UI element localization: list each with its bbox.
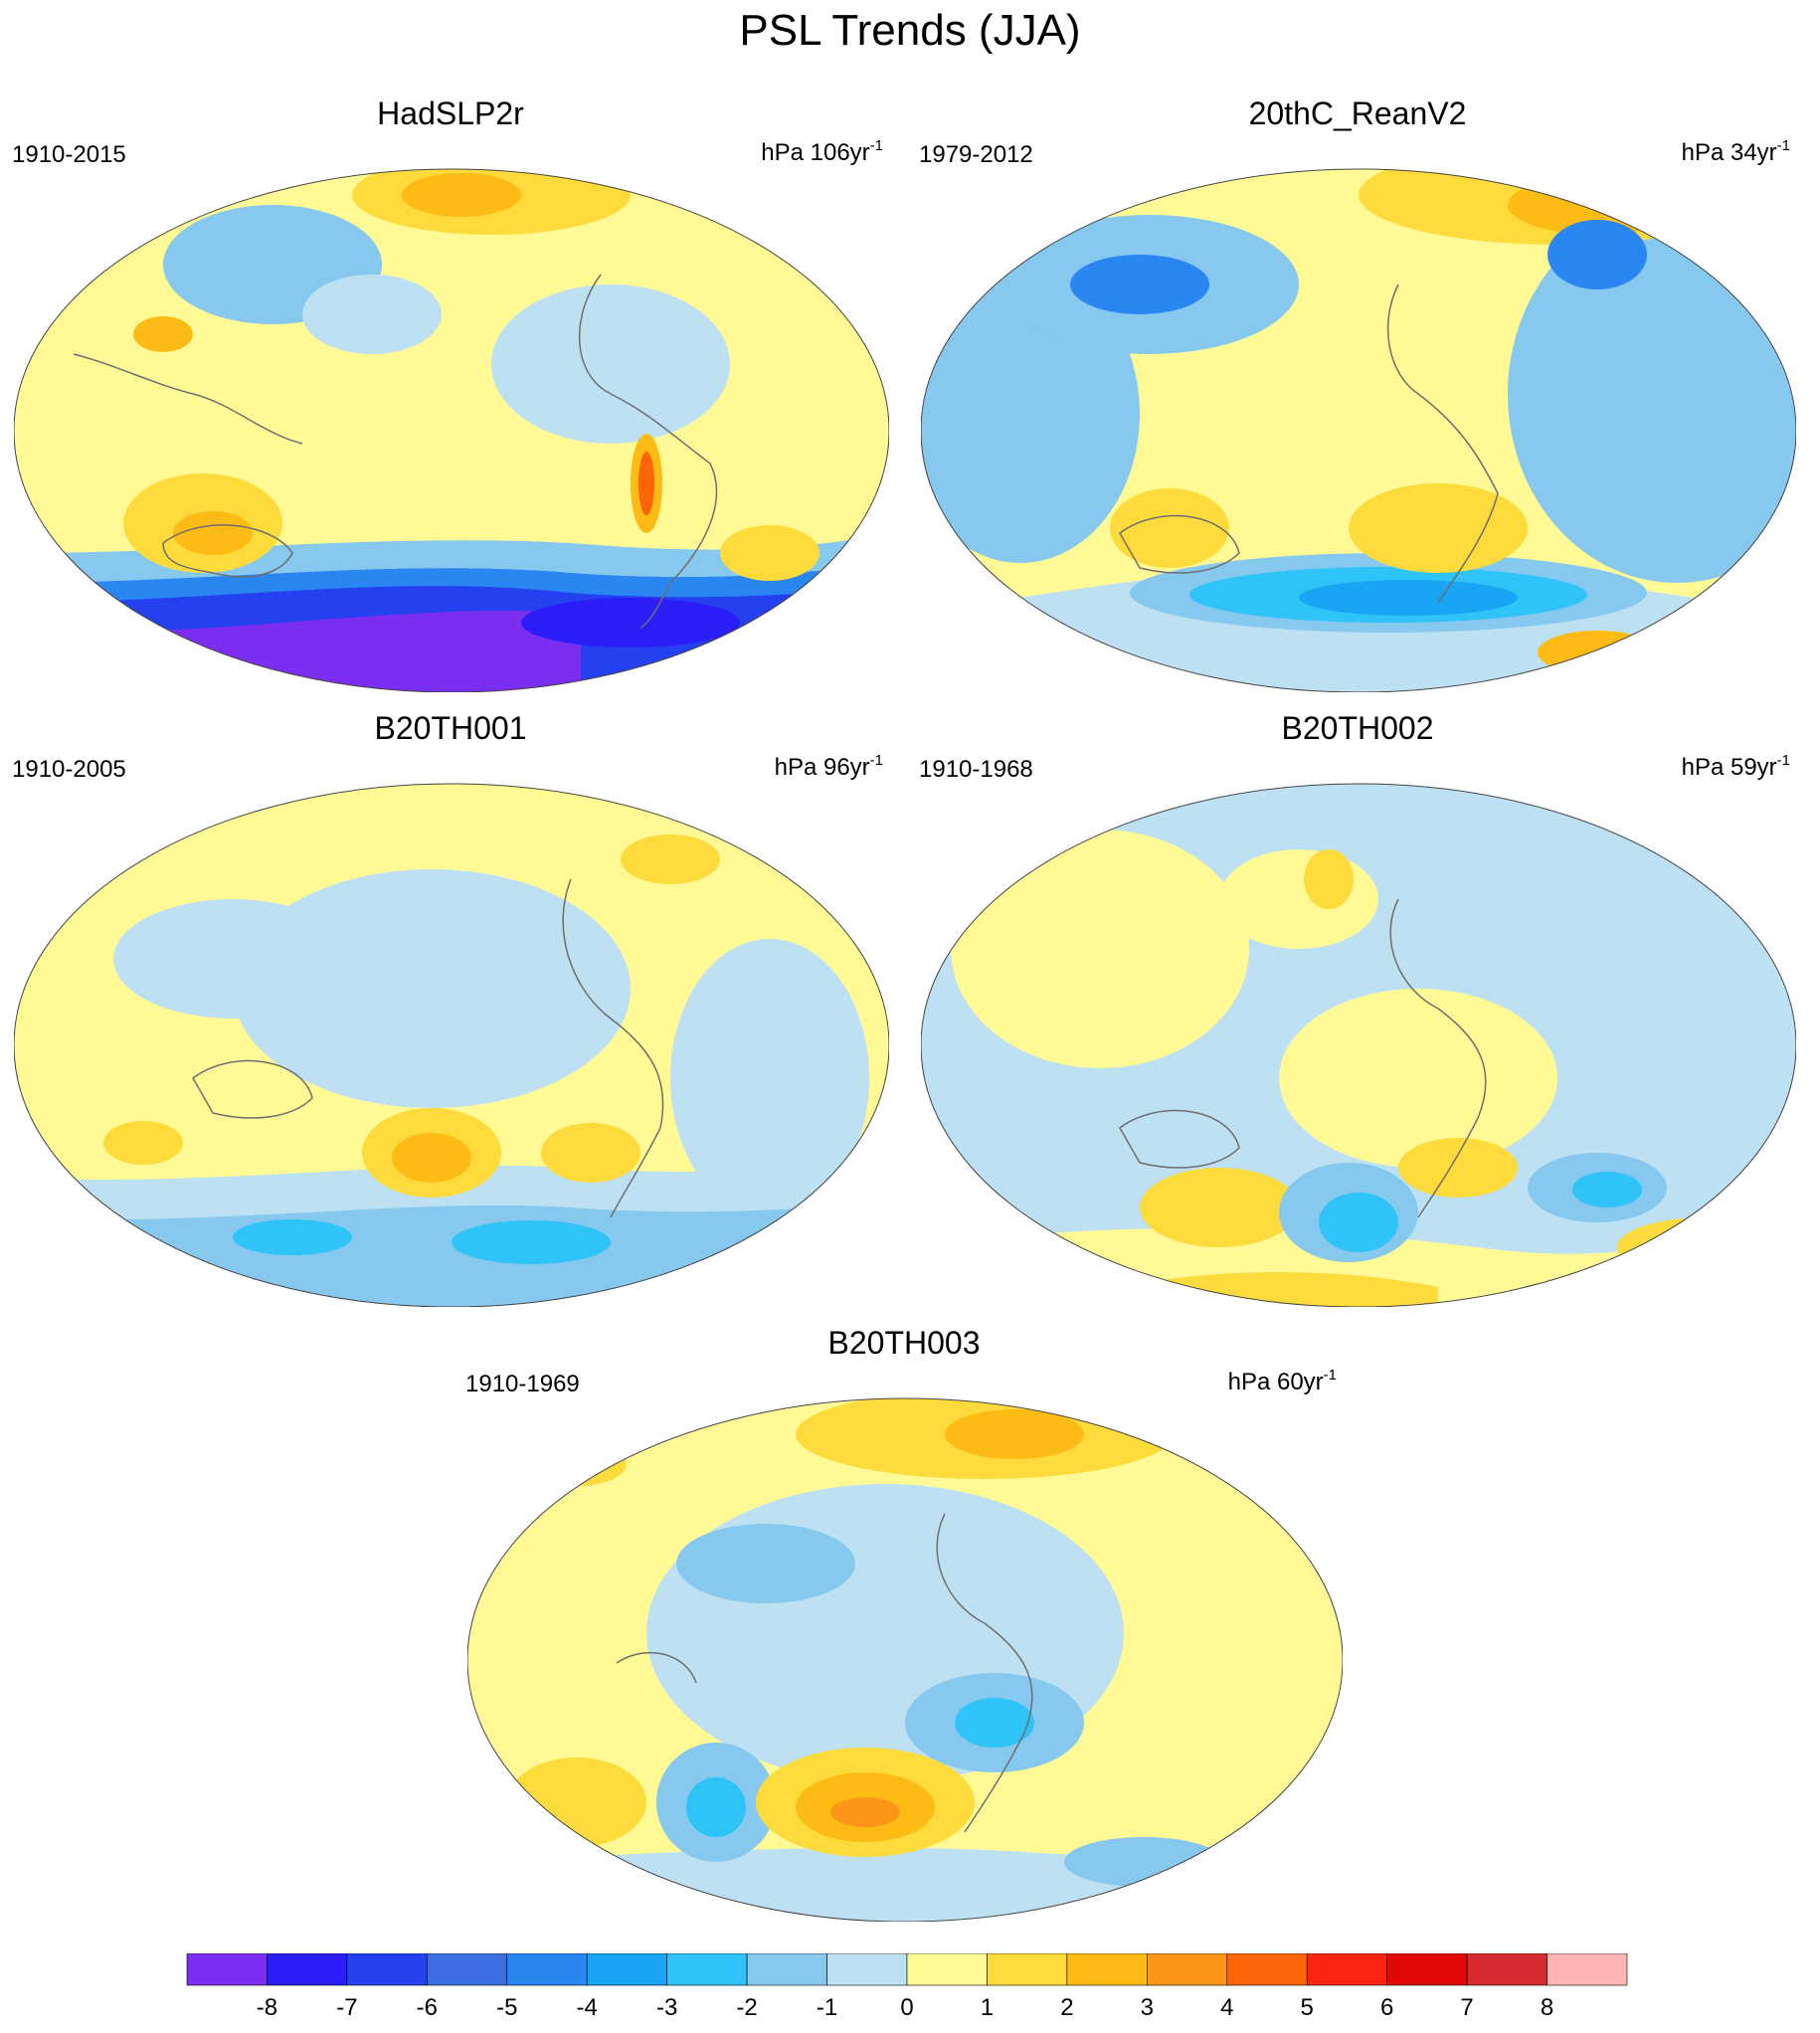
colorbar-label: 5 bbox=[1301, 1994, 1314, 2021]
figure-title: PSL Trends (JJA) bbox=[739, 6, 1081, 55]
panel-title: B20TH003 bbox=[827, 1325, 981, 1361]
colorbar-box bbox=[267, 1953, 348, 1986]
coastlines bbox=[616, 1513, 1033, 1833]
colorbar-box bbox=[586, 1953, 667, 1986]
panel-units: hPa 59yr-1 bbox=[1681, 752, 1790, 781]
colorbar-label: -4 bbox=[577, 1994, 598, 2021]
panel-years: 1910-2005 bbox=[12, 756, 126, 783]
colorbar-label: 1 bbox=[981, 1994, 994, 2021]
colorbar: -8 -7 -6 -5 -4 -3 -2 -1 0 1 2 3 4 5 6 7 8 bbox=[186, 1953, 1628, 2021]
map-b20th002 bbox=[921, 783, 1796, 1307]
colorbar-label: -3 bbox=[656, 1994, 677, 2021]
colorbar-box bbox=[427, 1953, 508, 1986]
panel-units: hPa 106yr-1 bbox=[761, 137, 883, 166]
colorbar-box bbox=[1547, 1953, 1628, 1986]
panel-years: 1910-1968 bbox=[919, 756, 1033, 783]
map-hadslp2r bbox=[14, 168, 889, 692]
panel-title: 20thC_ReanV2 bbox=[1248, 95, 1467, 131]
panel-title: B20TH001 bbox=[374, 710, 527, 746]
colorbar-box bbox=[186, 1953, 268, 1986]
colorbar-box bbox=[346, 1953, 428, 1986]
map-b20th003 bbox=[467, 1397, 1343, 1922]
colorbar-label: 0 bbox=[900, 1994, 913, 2021]
map-panel-hadslp2r: HadSLP2r 1910-2015 hPa 106yr-1 bbox=[0, 95, 901, 712]
colorbar-box bbox=[1066, 1953, 1148, 1986]
colorbar-label: 8 bbox=[1541, 1994, 1553, 2021]
colorbar-label: -8 bbox=[257, 1994, 277, 2021]
colorbar-label: 4 bbox=[1220, 1994, 1233, 2021]
panel-years: 1979-2012 bbox=[919, 141, 1033, 168]
map-b20th001 bbox=[14, 783, 889, 1307]
colorbar-label: -7 bbox=[336, 1994, 357, 2021]
colorbar-box bbox=[1466, 1953, 1547, 1986]
colorbar-box bbox=[826, 1953, 908, 1986]
colorbar-box bbox=[506, 1953, 588, 1986]
coastlines bbox=[73, 274, 718, 629]
coastlines bbox=[192, 878, 664, 1218]
colorbar-label: 3 bbox=[1141, 1994, 1154, 2021]
map-panel-20thc-reanv2: 20thC_ReanV2 1979-2012 hPa 34yr-1 bbox=[907, 95, 1808, 712]
panel-units: hPa 34yr-1 bbox=[1681, 137, 1790, 166]
colorbar-label: 6 bbox=[1380, 1994, 1393, 2021]
coastlines bbox=[1119, 898, 1487, 1218]
panel-title: B20TH002 bbox=[1281, 710, 1434, 746]
colorbar-box bbox=[1226, 1953, 1308, 1986]
colorbar-box bbox=[666, 1953, 748, 1986]
colorbar-box bbox=[1147, 1953, 1228, 1986]
panel-years: 1910-2015 bbox=[12, 141, 126, 168]
colorbar-label: -5 bbox=[496, 1994, 517, 2021]
colorbar-label: -6 bbox=[417, 1994, 438, 2021]
colorbar-label: -2 bbox=[736, 1994, 757, 2021]
colorbar-boxes bbox=[186, 1953, 1628, 1986]
panel-units: hPa 96yr-1 bbox=[774, 752, 883, 781]
colorbar-labels: -8 -7 -6 -5 -4 -3 -2 -1 0 1 2 3 4 5 6 7 8 bbox=[257, 1994, 1553, 2021]
coastlines bbox=[1119, 283, 1499, 604]
colorbar-box bbox=[987, 1953, 1068, 1986]
colorbar-box bbox=[1386, 1953, 1468, 1986]
map-panel-b20th002: B20TH002 1910-1968 hPa 59yr-1 bbox=[907, 710, 1808, 1327]
panel-years: 1910-1969 bbox=[465, 1371, 580, 1397]
colorbar-label: 2 bbox=[1060, 1994, 1073, 2021]
colorbar-box bbox=[746, 1953, 827, 1986]
colorbar-label: -1 bbox=[817, 1994, 837, 2021]
map-20thc-reanv2 bbox=[921, 168, 1796, 692]
panel-title: HadSLP2r bbox=[377, 95, 524, 131]
colorbar-box bbox=[906, 1953, 988, 1986]
map-panel-b20th001: B20TH001 1910-2005 hPa 96yr-1 bbox=[0, 710, 901, 1327]
map-panel-b20th003: B20TH003 1910-1969 hPa 60yr-1 bbox=[454, 1325, 1355, 1941]
colorbar-box bbox=[1306, 1953, 1387, 1986]
panel-units: hPa 60yr-1 bbox=[1227, 1367, 1337, 1395]
colorbar-label: 7 bbox=[1460, 1994, 1473, 2021]
